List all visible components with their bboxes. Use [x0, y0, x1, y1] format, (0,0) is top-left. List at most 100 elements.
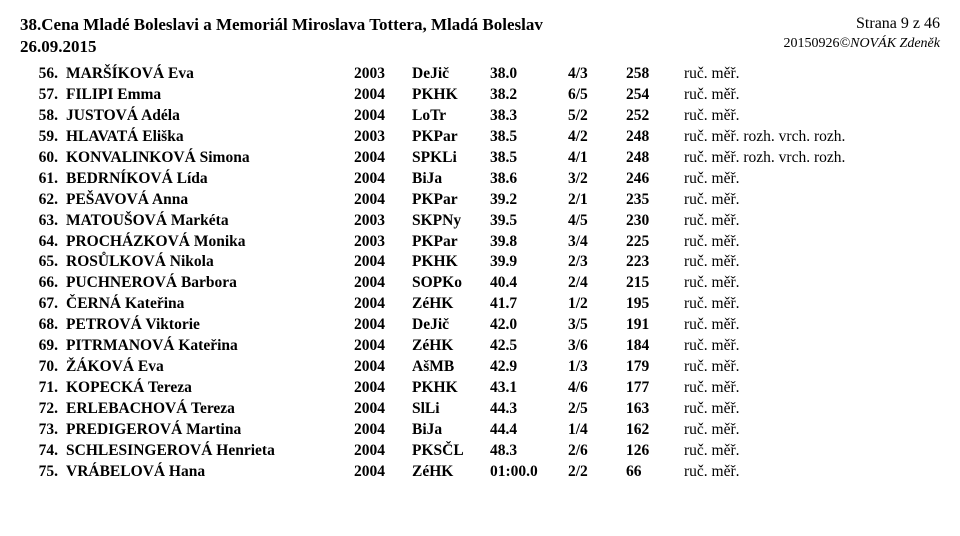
points-cell: 179 [622, 357, 680, 378]
year-cell: 2004 [350, 273, 408, 294]
time-cell: 42.0 [486, 315, 564, 336]
rank-cell: 68. [20, 315, 62, 336]
place-cell: 2/5 [564, 399, 622, 420]
club-cell: SKPNy [408, 211, 486, 232]
club-cell: AšMB [408, 357, 486, 378]
year-cell: 2003 [350, 232, 408, 253]
year-cell: 2003 [350, 127, 408, 148]
points-cell: 162 [622, 420, 680, 441]
place-cell: 4/1 [564, 148, 622, 169]
time-cell: 39.2 [486, 190, 564, 211]
points-cell: 191 [622, 315, 680, 336]
points-cell: 225 [622, 232, 680, 253]
table-row: 67.ČERNÁ Kateřina2004ZéHK41.71/2195ruč. … [20, 294, 940, 315]
name-cell: PROCHÁZKOVÁ Monika [62, 232, 350, 253]
place-cell: 3/6 [564, 336, 622, 357]
club-cell: SlLi [408, 399, 486, 420]
year-cell: 2004 [350, 106, 408, 127]
table-row: 74.SCHLESINGEROVÁ Henrieta2004PKSČL48.32… [20, 441, 940, 462]
rank-cell: 75. [20, 462, 62, 483]
note-cell: ruč. měř. [680, 294, 940, 315]
place-cell: 3/2 [564, 169, 622, 190]
year-cell: 2004 [350, 441, 408, 462]
note-cell: ruč. měř. [680, 462, 940, 483]
year-cell: 2004 [350, 190, 408, 211]
year-cell: 2004 [350, 357, 408, 378]
year-cell: 2004 [350, 399, 408, 420]
table-row: 71.KOPECKÁ Tereza2004PKHK43.14/6177ruč. … [20, 378, 940, 399]
header-title: 38.Cena Mladé Boleslavi a Memoriál Miros… [20, 14, 543, 58]
note-cell: ruč. měř. [680, 169, 940, 190]
points-cell: 248 [622, 127, 680, 148]
rank-cell: 66. [20, 273, 62, 294]
club-cell: PKHK [408, 252, 486, 273]
rank-cell: 64. [20, 232, 62, 253]
note-cell: ruč. měř. [680, 190, 940, 211]
note-cell: ruč. měř. [680, 420, 940, 441]
points-cell: 252 [622, 106, 680, 127]
results-table: 56.MARŠÍKOVÁ Eva2003DeJič38.04/3258ruč. … [20, 64, 940, 482]
club-cell: BiJa [408, 420, 486, 441]
rank-cell: 61. [20, 169, 62, 190]
note-cell: ruč. měř. [680, 211, 940, 232]
year-cell: 2004 [350, 85, 408, 106]
table-row: 59.HLAVATÁ Eliška2003PKPar38.54/2248ruč.… [20, 127, 940, 148]
rank-cell: 63. [20, 211, 62, 232]
points-cell: 248 [622, 148, 680, 169]
time-cell: 44.4 [486, 420, 564, 441]
club-cell: DeJič [408, 315, 486, 336]
points-cell: 235 [622, 190, 680, 211]
time-cell: 39.8 [486, 232, 564, 253]
name-cell: FILIPI Emma [62, 85, 350, 106]
name-cell: KOPECKÁ Tereza [62, 378, 350, 399]
club-cell: LoTr [408, 106, 486, 127]
name-cell: ERLEBACHOVÁ Tereza [62, 399, 350, 420]
rank-cell: 65. [20, 252, 62, 273]
place-cell: 1/2 [564, 294, 622, 315]
page-number: Strana 9 z 46 [784, 14, 940, 35]
place-cell: 6/5 [564, 85, 622, 106]
place-cell: 4/6 [564, 378, 622, 399]
note-cell: ruč. měř. [680, 441, 940, 462]
table-row: 70.ŽÁKOVÁ Eva2004AšMB42.91/3179ruč. měř. [20, 357, 940, 378]
place-cell: 2/3 [564, 252, 622, 273]
points-cell: 258 [622, 64, 680, 85]
points-cell: 163 [622, 399, 680, 420]
table-row: 57.FILIPI Emma2004PKHK38.26/5254ruč. měř… [20, 85, 940, 106]
points-cell: 223 [622, 252, 680, 273]
time-cell: 43.1 [486, 378, 564, 399]
note-cell: ruč. měř. [680, 252, 940, 273]
year-cell: 2004 [350, 315, 408, 336]
year-cell: 2003 [350, 64, 408, 85]
place-cell: 1/3 [564, 357, 622, 378]
table-row: 61.BEDRNÍKOVÁ Lída2004BiJa38.63/2246ruč.… [20, 169, 940, 190]
place-cell: 3/4 [564, 232, 622, 253]
rank-cell: 59. [20, 127, 62, 148]
rank-cell: 56. [20, 64, 62, 85]
club-cell: PKPar [408, 190, 486, 211]
club-cell: SOPKo [408, 273, 486, 294]
time-cell: 42.5 [486, 336, 564, 357]
name-cell: SCHLESINGEROVÁ Henrieta [62, 441, 350, 462]
subline-code: 20150926 [784, 36, 840, 51]
points-cell: 177 [622, 378, 680, 399]
table-row: 62.PEŠAVOVÁ Anna2004PKPar39.22/1235ruč. … [20, 190, 940, 211]
table-row: 69.PITRMANOVÁ Kateřina2004ZéHK42.53/6184… [20, 336, 940, 357]
table-row: 72.ERLEBACHOVÁ Tereza2004SlLi44.32/5163r… [20, 399, 940, 420]
note-cell: ruč. měř. [680, 336, 940, 357]
page-header: 38.Cena Mladé Boleslavi a Memoriál Miros… [20, 14, 940, 58]
place-cell: 2/4 [564, 273, 622, 294]
rank-cell: 73. [20, 420, 62, 441]
name-cell: JUSTOVÁ Adéla [62, 106, 350, 127]
points-cell: 246 [622, 169, 680, 190]
header-meta: Strana 9 z 46 20150926©NOVÁK Zdeněk [784, 14, 940, 53]
year-cell: 2004 [350, 378, 408, 399]
points-cell: 215 [622, 273, 680, 294]
time-cell: 39.5 [486, 211, 564, 232]
table-row: 73.PREDIGEROVÁ Martina2004BiJa44.41/4162… [20, 420, 940, 441]
table-row: 64.PROCHÁZKOVÁ Monika2003PKPar39.83/4225… [20, 232, 940, 253]
rank-cell: 60. [20, 148, 62, 169]
club-cell: ZéHK [408, 336, 486, 357]
club-cell: BiJa [408, 169, 486, 190]
time-cell: 38.5 [486, 127, 564, 148]
